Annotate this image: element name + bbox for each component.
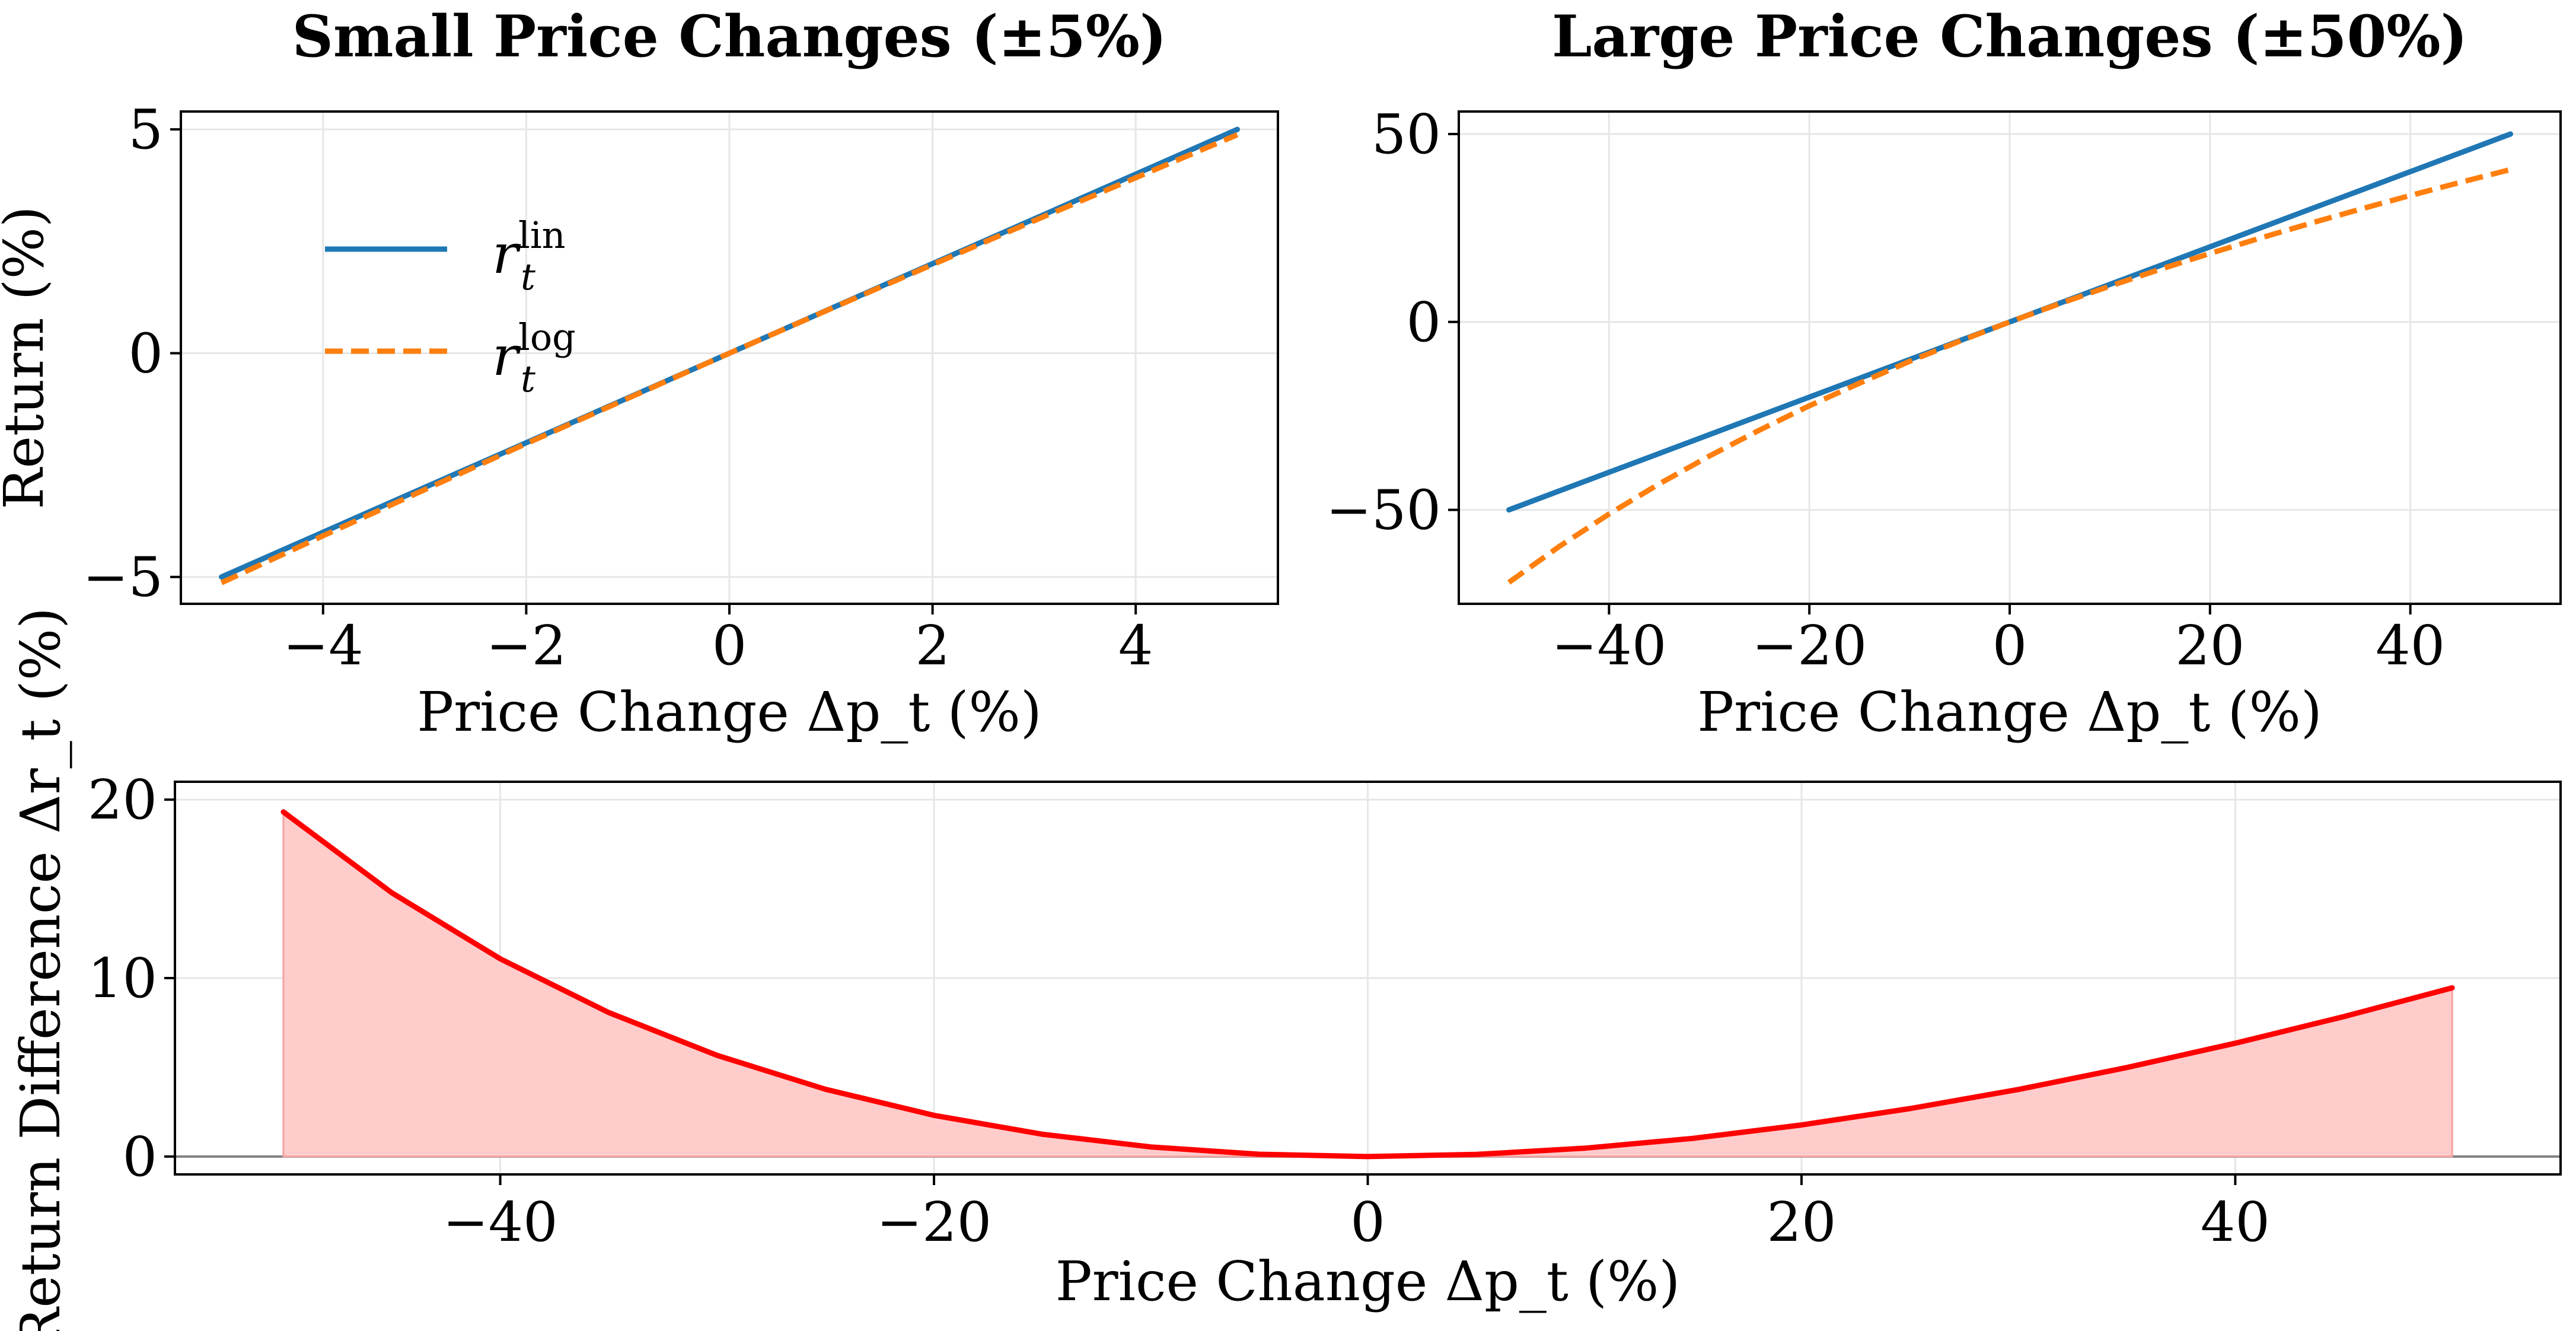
x-tick-label: 40 (2376, 614, 2445, 677)
x-tick-label: 0 (1992, 614, 2027, 677)
y-tick-label: 0 (128, 321, 163, 385)
x-tick-label: 40 (2201, 1190, 2270, 1254)
x-tick-label: 2 (915, 614, 950, 677)
chart-title: Small Price Changes (±5%) (292, 3, 1167, 70)
legend-label: rlin t (492, 214, 566, 298)
y-tick-label: 0 (122, 1125, 157, 1189)
legend-label: rlog t (492, 316, 576, 400)
series-line-1 (1506, 131, 2513, 513)
y-tick-label: 5 (128, 98, 163, 161)
x-tick-label: 20 (1767, 1190, 1836, 1254)
series-line-2 (1507, 167, 2511, 585)
x-tick-label: 20 (2175, 614, 2245, 677)
y-axis-label: Return Difference Δr_t (%) (9, 607, 72, 1331)
x-tick-label: −20 (876, 1190, 991, 1254)
x-axis-label: Price Change Δp_t (%) (417, 680, 1042, 744)
y-tick-label: 50 (1372, 103, 1441, 166)
series-line-1 (280, 809, 2455, 1160)
x-tick-label: 4 (1118, 614, 1153, 677)
x-tick-label: 0 (1350, 1190, 1385, 1254)
chart-1: −4 −2 0 2 4 −5 0 5 Small Price Changes (±5%) Pric… (0, 3, 1279, 744)
x-tick-label: 0 (712, 614, 747, 677)
y-tick-label: −5 (82, 546, 163, 609)
y-tick-label: 0 (1406, 291, 1441, 354)
y-tick-label: 20 (88, 768, 157, 832)
y-tick-label: −50 (1326, 479, 1441, 542)
x-tick-label: −40 (1551, 614, 1666, 677)
x-tick-label: −4 (283, 614, 364, 677)
chart-2: −40 −20 0 20 40 −50 0 50 Large Price Changes (±5… (1326, 3, 2562, 744)
y-tick-label: 10 (88, 947, 157, 1010)
x-tick-label: −20 (1752, 614, 1867, 677)
y-axis-label: Return (%) (0, 206, 56, 510)
legend: rlin t rlog t (325, 214, 576, 400)
chart-title: Large Price Changes (±50%) (1552, 3, 2467, 70)
x-tick-label: −2 (486, 614, 567, 677)
x-axis-label: Price Change Δp_t (%) (1056, 1250, 1681, 1313)
series-line-2 (220, 132, 1239, 585)
x-axis-label: Price Change Δp_t (%) (1697, 680, 2322, 744)
x-tick-label: −40 (443, 1190, 558, 1254)
